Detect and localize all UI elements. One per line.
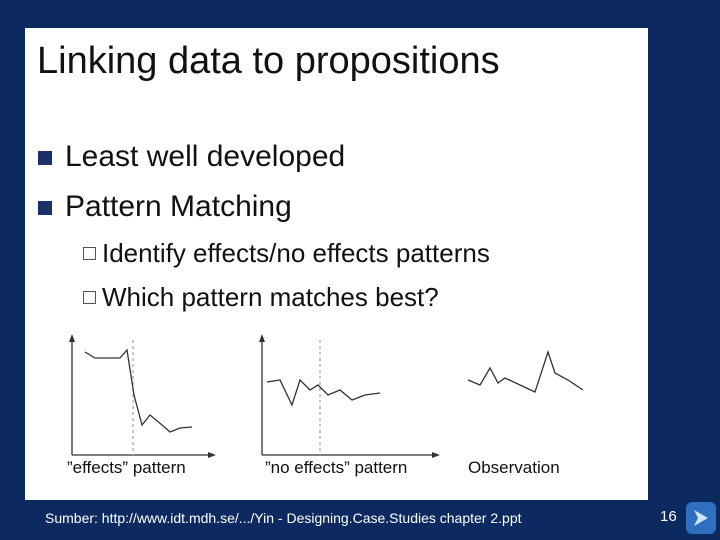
figure-label: ”no effects” pattern xyxy=(265,458,408,477)
bullet: Least well developed xyxy=(65,140,346,173)
page-number: 16 xyxy=(660,508,677,525)
footer: Sumber: http://www.idt.mdh.se/.../Yin - … xyxy=(45,510,522,526)
nav-button[interactable] xyxy=(686,502,716,534)
no-effects-graph xyxy=(259,334,440,458)
pattern-line xyxy=(266,378,381,407)
bullet: Pattern Matching xyxy=(65,190,292,223)
figure-label: ”effects” pattern xyxy=(67,458,186,477)
sub-bullet-marker xyxy=(83,291,96,304)
bullet-marker xyxy=(38,201,52,215)
arrowhead xyxy=(208,452,216,458)
nav-arrow[interactable] xyxy=(694,510,708,526)
pattern-line xyxy=(84,348,193,433)
arrowhead xyxy=(259,334,265,342)
effects-graph xyxy=(69,334,216,458)
slide-title: Linking data to propositions xyxy=(37,40,500,82)
bullet-marker xyxy=(38,151,52,165)
observation-graph xyxy=(467,349,584,393)
slide-panel xyxy=(25,28,648,500)
arrowhead xyxy=(69,334,75,342)
sub-bullet: Which pattern matches best? xyxy=(102,282,439,312)
pattern-line xyxy=(467,349,584,393)
sub-bullet-marker xyxy=(83,247,96,260)
sub-bullet: Identify effects/no effects patterns xyxy=(102,238,490,268)
arrowhead xyxy=(432,452,440,458)
figure-label: Observation xyxy=(468,458,560,477)
